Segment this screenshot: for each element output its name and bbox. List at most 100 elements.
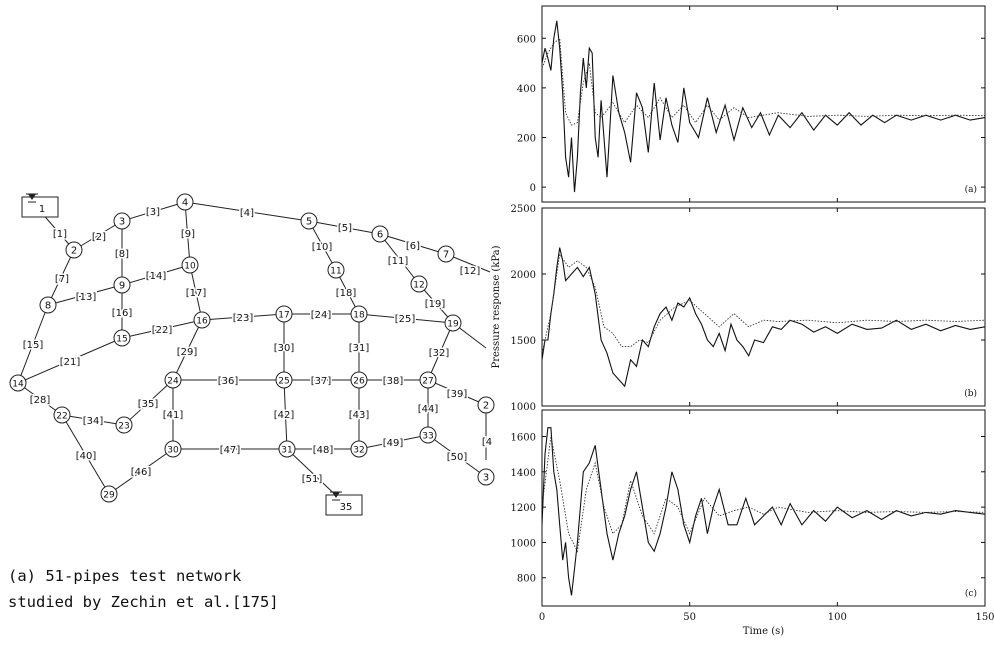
pipe-label: [6]	[406, 241, 420, 252]
pipe-label: [7]	[55, 274, 69, 285]
node-label: 22	[56, 412, 67, 422]
junction-node: 3	[477, 468, 495, 486]
y-tick-label: 0	[530, 183, 536, 194]
node-label: 16	[196, 317, 208, 327]
junction-node: 24	[164, 371, 182, 389]
node-label: 29	[103, 491, 115, 501]
junction-node: 6	[371, 225, 389, 243]
y-tick-label: 1500	[511, 336, 536, 347]
pipe-segment	[123, 379, 174, 426]
node-label: 3	[483, 473, 489, 484]
y-tick-label: 1400	[511, 468, 536, 479]
pipe-segment	[308, 220, 337, 271]
node-label: 5	[306, 217, 312, 228]
plot-frame	[541, 207, 986, 407]
pipe-label: [18]	[336, 288, 357, 299]
y-tick-label: 200	[517, 133, 536, 144]
pipe-label: [9]	[181, 229, 195, 240]
pipe-label: [14]	[146, 271, 167, 282]
junction-node: 4	[176, 193, 194, 211]
pipe-label: [10]	[312, 242, 333, 253]
node-label: 19	[447, 320, 459, 330]
pipe-segment	[184, 201, 191, 266]
junction-node: 33	[419, 426, 437, 444]
y-tick-label: 1200	[511, 503, 536, 514]
pipe-network-diagram: [1] [2] [3] [4] [5] [6] [12] [7] [8] [9] [10] [11] […	[9, 193, 495, 516]
x-tick-label: 150	[975, 612, 994, 623]
pipe-label: [1]	[53, 229, 67, 240]
node-label: 30	[167, 446, 179, 456]
pipe-label: [11]	[388, 256, 409, 267]
pipe-segment	[379, 233, 447, 255]
caption-label: (a)	[8, 567, 36, 585]
node-label: 6	[377, 230, 383, 241]
pipe-label: [51]	[302, 474, 323, 485]
series-line-solid	[542, 427, 985, 596]
pipe-label: [16]	[112, 308, 133, 319]
pipe-segment	[121, 201, 186, 222]
pipe-segment	[73, 220, 123, 251]
node-label: 33	[422, 432, 433, 442]
junction-node: 8	[39, 296, 57, 314]
node-label: 3	[119, 217, 125, 228]
pipe-label: [48]	[313, 445, 334, 456]
junction-node: 17	[275, 305, 293, 323]
pipe-label: [15]	[23, 340, 44, 351]
junction-node: 19	[444, 314, 462, 332]
junction-node: 23	[115, 416, 133, 434]
pipe-label: [32]	[429, 348, 450, 359]
junction-node: 26	[350, 371, 368, 389]
y-tick-label: 2000	[511, 270, 536, 281]
pipe-label: [40]	[76, 451, 97, 462]
node-label: 8	[45, 301, 51, 312]
pipe-label: [24]	[311, 310, 332, 321]
pipe-segment	[121, 319, 203, 339]
junction-node: 25	[275, 371, 293, 389]
pipe-segment	[418, 283, 454, 324]
junction-node: 16	[193, 311, 211, 329]
pipe-segment	[108, 448, 174, 495]
y-tick-label: 1000	[511, 538, 536, 549]
pipe-label: [46]	[131, 467, 152, 478]
y-axis-label: Pressure response (kPa)	[491, 245, 502, 368]
junction-node: 11	[327, 261, 345, 279]
series-line-solid	[542, 20, 985, 193]
junction-node: 10	[181, 256, 199, 274]
pipe-label: [47]	[220, 445, 241, 456]
network-caption: (a) 51-pipes test network studied by Zec…	[8, 563, 308, 615]
pipe-label: [23]	[233, 313, 254, 324]
series-line-dotted	[542, 436, 985, 553]
junction-node: 2	[65, 241, 83, 259]
x-axis-label: Time (s)	[743, 626, 784, 637]
node-label: 18	[353, 311, 365, 321]
reservoir-node: 1	[21, 193, 59, 218]
y-tick-label: 400	[517, 84, 536, 95]
pipe-label: [2]	[92, 232, 106, 243]
pipe-segment	[172, 319, 203, 381]
node-label: 32	[353, 446, 364, 456]
pipe-segment	[47, 249, 75, 306]
pipe-label: [4]	[240, 208, 254, 219]
junction-node: 18	[350, 305, 368, 323]
junction-node: 5	[300, 212, 318, 230]
pipe-label: [5]	[338, 223, 352, 234]
pipe-segment	[358, 313, 454, 324]
pipe-label: [29]	[177, 347, 198, 358]
pipe-label: [31]	[349, 343, 370, 354]
node-label: 23	[118, 422, 129, 432]
node-label: 10	[184, 262, 196, 272]
pipe-label: [41]	[163, 410, 184, 421]
pipe-label: [42]	[274, 410, 295, 421]
node-label: 2	[483, 401, 489, 412]
pipe-label: [44]	[418, 404, 439, 415]
caption-text: 51-pipes test network studied by Zechin …	[8, 567, 279, 611]
pipe-segment	[121, 264, 191, 286]
pipe-segment	[17, 304, 49, 384]
pipe-segment	[283, 379, 288, 450]
node-label: 26	[353, 377, 365, 387]
pipe-label: [8]	[115, 249, 129, 260]
chart-panel-c: 800 1000 1200 1400 1600 0 50 100 150 (c) Time (s)	[511, 409, 994, 637]
junction-node: 2	[477, 396, 495, 414]
